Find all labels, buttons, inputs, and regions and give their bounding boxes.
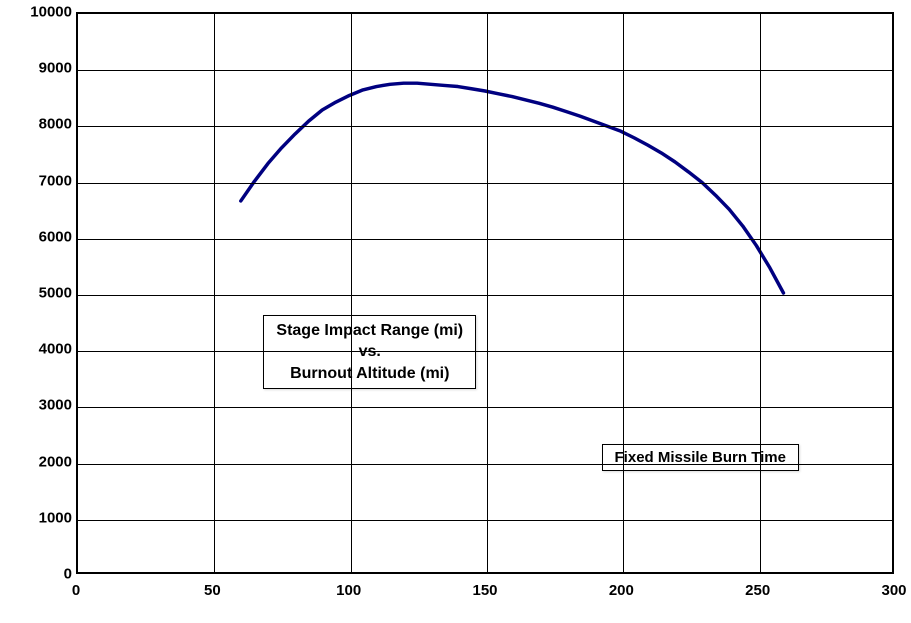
gridline-h [78,126,892,127]
y-tick-label: 8000 [34,116,72,133]
y-tick-label: 3000 [34,397,72,414]
y-tick-label: 0 [58,566,72,583]
chart-container: Stage Impact Range (mi) vs. Burnout Alti… [0,0,911,623]
gridline-v [623,14,624,572]
gridline-h [78,295,892,296]
gridline-h [78,351,892,352]
x-tick-label: 50 [204,582,221,599]
gridline-v [351,14,352,572]
gridline-v [487,14,488,572]
gridline-h [78,183,892,184]
gridline-h [78,464,892,465]
x-tick-label: 250 [745,582,770,599]
chart-title-line3: Burnout Altitude (mi) [276,363,463,385]
y-tick-label: 5000 [34,285,72,302]
line-series [78,14,892,572]
x-tick-label: 150 [472,582,497,599]
y-tick-label: 2000 [34,453,72,470]
x-tick-label: 300 [881,582,906,599]
y-tick-label: 4000 [34,341,72,358]
y-tick-label: 6000 [34,228,72,245]
y-tick-label: 7000 [34,172,72,189]
y-tick-label: 10000 [26,4,72,21]
x-tick-label: 200 [609,582,634,599]
gridline-h [78,239,892,240]
gridline-v [760,14,761,572]
y-tick-label: 1000 [34,509,72,526]
x-tick-label: 0 [72,582,80,599]
gridline-h [78,407,892,408]
x-tick-label: 100 [336,582,361,599]
plot-area: Stage Impact Range (mi) vs. Burnout Alti… [76,12,894,574]
gridline-h [78,520,892,521]
chart-title-line1: Stage Impact Range (mi) [276,320,463,342]
annotation-box: Fixed Missile Burn Time [602,444,799,471]
gridline-h [78,70,892,71]
y-tick-label: 9000 [34,60,72,77]
gridline-v [214,14,215,572]
